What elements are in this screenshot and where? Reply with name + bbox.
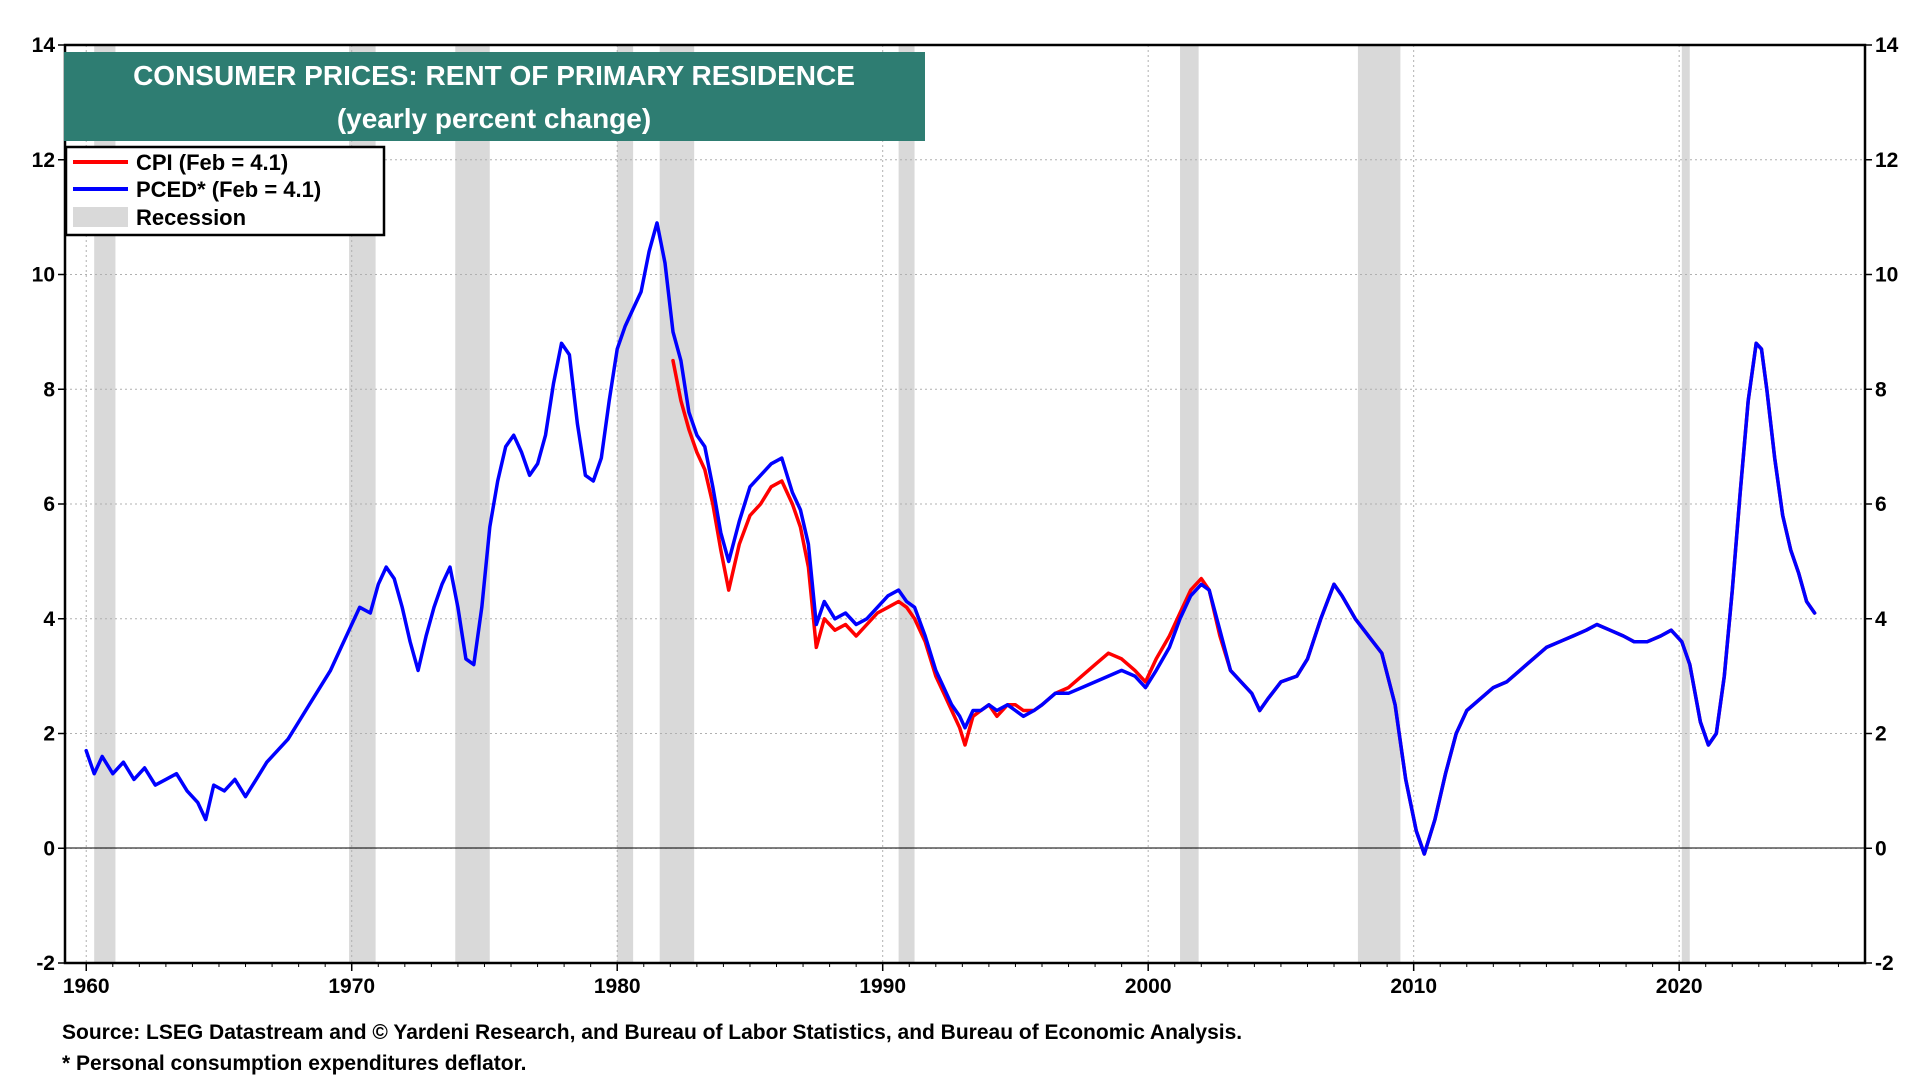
recession-band <box>1357 45 1401 963</box>
y-tick-label-left: 8 <box>43 378 55 401</box>
title-box: CONSUMER PRICES: RENT OF PRIMARY RESIDEN… <box>64 52 925 141</box>
legend-recession-label: Recession <box>136 205 246 230</box>
y-tick-label-right: 10 <box>1875 264 1898 287</box>
x-tick-label: 2000 <box>1125 975 1172 998</box>
series-line-pced <box>84 221 1817 856</box>
title-background <box>64 52 925 141</box>
chart-subtitle: (yearly percent change) <box>337 103 651 134</box>
legend: CPI (Feb = 4.1) PCED* (Feb = 4.1) Recess… <box>64 145 386 237</box>
legend-cpi-label: CPI (Feb = 4.1) <box>136 150 288 175</box>
x-tick-label: 1960 <box>63 975 110 998</box>
legend-recession-swatch <box>73 207 128 227</box>
y-tick-label-right: 14 <box>1875 34 1899 57</box>
data-series <box>84 221 1817 856</box>
y-tick-label-left: 4 <box>43 608 55 631</box>
source-note: Source: LSEG Datastream and © Yardeni Re… <box>62 1021 1242 1044</box>
x-tick-label: 2020 <box>1656 975 1703 998</box>
y-tick-label-right: 0 <box>1875 837 1887 860</box>
y-tick-label-right: 8 <box>1875 378 1887 401</box>
y-tick-label-left: 2 <box>43 723 55 746</box>
recession-band <box>1180 45 1199 963</box>
y-tick-label-left: 0 <box>43 837 55 860</box>
x-tick-label: 1990 <box>859 975 906 998</box>
y-tick-label-right: 6 <box>1875 493 1887 516</box>
y-tick-label-right: 12 <box>1875 149 1898 172</box>
chart-title: CONSUMER PRICES: RENT OF PRIMARY RESIDEN… <box>133 60 855 91</box>
y-tick-label-right: 4 <box>1875 608 1887 631</box>
x-tick-label: 2010 <box>1390 975 1437 998</box>
y-tick-label-left: 14 <box>32 34 56 57</box>
y-tick-label-left: 6 <box>43 493 55 516</box>
y-tick-label-left: 12 <box>32 149 55 172</box>
axes: -2 -2 0 0 2 2 4 4 6 6 8 8 10 10 12 12 14 14 1960 1970 1980 19… <box>32 34 1899 998</box>
y-tick-label-left: -2 <box>36 952 55 975</box>
legend-pced-label: PCED* (Feb = 4.1) <box>136 177 321 202</box>
x-tick-label: 1970 <box>328 975 375 998</box>
footnote: * Personal consumption expenditures defl… <box>62 1052 526 1075</box>
x-tick-label: 1980 <box>594 975 641 998</box>
y-tick-label-right: -2 <box>1875 952 1894 975</box>
y-tick-label-right: 2 <box>1875 723 1887 746</box>
y-tick-label-left: 10 <box>32 264 55 287</box>
